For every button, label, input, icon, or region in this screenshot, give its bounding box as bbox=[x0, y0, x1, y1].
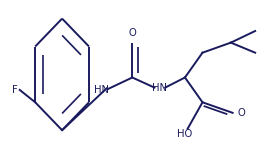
Text: HO: HO bbox=[177, 129, 193, 139]
Text: O: O bbox=[129, 28, 136, 38]
Text: O: O bbox=[237, 108, 245, 118]
Text: HN: HN bbox=[94, 85, 109, 95]
Text: F: F bbox=[12, 85, 18, 95]
Text: HN: HN bbox=[152, 83, 167, 93]
